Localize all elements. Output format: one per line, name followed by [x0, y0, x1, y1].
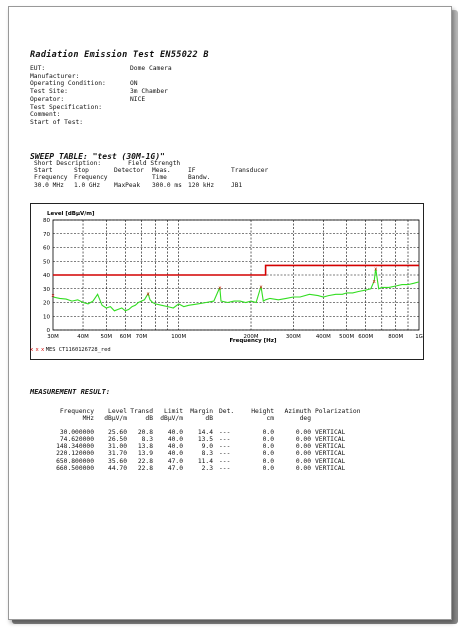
y-tick-label: 10 — [43, 314, 50, 320]
info-row-test-specification: Test Specification: — [30, 103, 103, 111]
info-row-operating-condition: Operating Condition: ON — [30, 80, 138, 88]
x-tick-label: 100M — [171, 334, 186, 340]
eut-info: EUT: Dome Camera Manufacturer: Operating … — [30, 65, 172, 127]
x-tick-label: 1G — [415, 334, 423, 340]
info-row-manufacturer: Manufacturer: — [30, 72, 80, 80]
x-tick-label: 300M — [286, 334, 301, 340]
info-row-eut: EUT: Dome Camera — [30, 65, 172, 72]
measurement-units-row: MHz dBµV/m dB dBµV/m dB cm deg — [82, 415, 311, 423]
report-page — [8, 6, 452, 620]
x-tick-label: 200M — [244, 334, 259, 340]
x-tick-label: 800M — [388, 334, 403, 340]
measurement-spacer-row — [46, 422, 361, 429]
measurement-row: 74.620000 26.50 8.3 40.0 13.5 --- 0.0 0.00 VERTI… — [59, 436, 346, 444]
info-row-operator: Operator: NICE — [30, 95, 146, 103]
chart-legend: x x x MES CT1160126728_red — [30, 347, 111, 353]
measurement-table: Frequency Level Transd Limit Margin Det.… — [46, 408, 361, 472]
measurement-marker: x — [51, 293, 55, 299]
measurement-marker: x — [146, 292, 150, 298]
y-tick-label: 60 — [43, 246, 50, 252]
y-tick-label: 20 — [43, 301, 50, 307]
sweep-table-title: SWEEP TABLE: "test (30M-1G)" — [30, 152, 165, 161]
measurement-row: 650.800000 35.60 22.8 47.0 11.4 --- 0.0 0.00 VER… — [56, 457, 346, 465]
x-tick-label: 30M — [47, 334, 59, 340]
sweep-header-row: Start Stop Detector Meas. IF Transducer — [34, 167, 269, 175]
measurement-row: 30.000000 25.60 20.8 40.0 14.4 --- 0.0 0.00 VERT… — [59, 429, 346, 437]
sweep-header-row-2: Frequency Frequency Time Bandw. — [34, 174, 211, 182]
y-tick-label: 40 — [43, 273, 50, 279]
measurement-row: 660.500000 44.70 22.8 47.0 2.3 --- 0.0 0.00 VERT… — [56, 464, 346, 472]
measurement-trace — [52, 268, 420, 312]
legend-marker: x x x — [30, 347, 44, 353]
info-row-start-of-test: Start of Test: — [30, 118, 84, 126]
measurement-marker: x — [374, 267, 378, 273]
x-tick-label: 40M — [77, 334, 89, 340]
measurement-header-row: Frequency Level Transd Limit Margin Det.… — [59, 408, 361, 415]
sweep-values-row: 30.0 MHz 1.0 GHz MaxPeak 300.0 ms 120 kH… — [34, 181, 243, 189]
measurement-marker: x — [373, 279, 377, 285]
emission-chart-svg: Level [dBµV/m] Frequency [Hz] 0 10 20 30 40 5… — [43, 211, 423, 344]
report-title: Radiation Emission Test EN55022 B — [30, 50, 209, 60]
measurement-row: 220.120000 31.70 13.9 40.0 8.3 --- 0.0 0.00 VERT… — [56, 450, 346, 458]
limit-line — [53, 264, 419, 276]
y-tick-label: 50 — [43, 259, 50, 265]
info-row-comment: Comment: — [30, 111, 61, 119]
y-axis-label: Level [dBµV/m] — [47, 211, 95, 217]
sweep-description-row: Short Description: Field Strength — [34, 160, 181, 167]
measurement-marker: x — [218, 285, 222, 291]
measurement-title: MEASUREMENT RESULT: — [30, 388, 111, 396]
measurement-row: 148.340000 31.00 13.8 40.0 9.0 --- 0.0 0.00 VERT… — [56, 443, 346, 451]
x-tick-label: 70M — [136, 334, 148, 340]
y-tick-label: 80 — [43, 218, 50, 224]
y-tick-label: 70 — [43, 232, 50, 238]
x-tick-label: 600M — [358, 334, 373, 340]
measurement-marker: x — [259, 284, 263, 290]
emission-chart: Level [dBµV/m] Frequency [Hz] 0 10 20 30 40 5… — [30, 203, 424, 360]
y-tick-label: 30 — [43, 287, 50, 293]
x-tick-label: 50M — [101, 334, 113, 340]
info-row-test-site: Test Site: 3m Chamber — [30, 88, 168, 96]
legend-label: MES CT1160126728_red — [45, 347, 111, 353]
sweep-table: Short Description: Field Strength Start … — [34, 160, 268, 189]
x-tick-label: 500M — [339, 334, 354, 340]
y-tick-label: 0 — [47, 328, 51, 334]
x-axis-label: Frequency [Hz] — [230, 338, 277, 344]
x-tick-label: 400M — [316, 334, 331, 340]
x-tick-label: 60M — [120, 334, 132, 340]
